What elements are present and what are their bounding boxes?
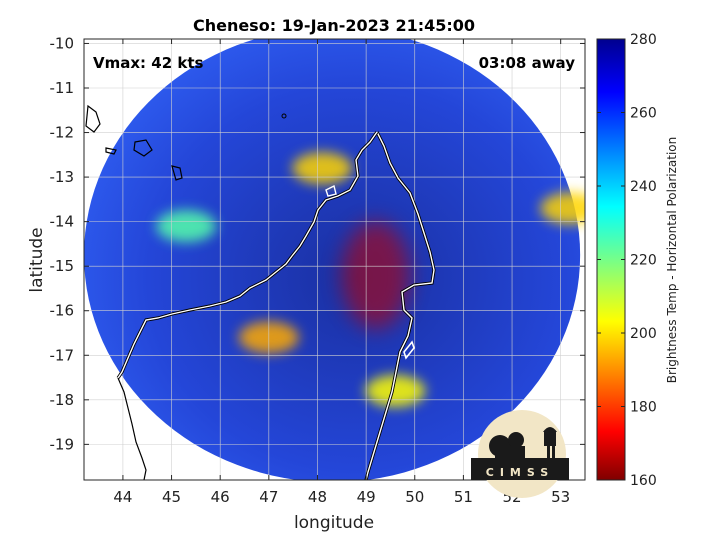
y-tick-label: -17 xyxy=(50,346,75,364)
plot-frame xyxy=(83,38,586,481)
y-tick-label: -19 xyxy=(50,435,75,453)
cimss-logo: CIMSS xyxy=(471,410,569,498)
plot-area: 44 45 46 47 48 49 50 51 52 53-10-11-12-13-14-15-1… xyxy=(50,34,586,506)
colorbar-tick-label: 220 xyxy=(630,253,657,269)
coastline-nosy-boraha xyxy=(403,340,415,360)
axis-ticks: 44 45 46 47 48 49 50 51 52 53-10-11-12-13-14-15-1… xyxy=(50,34,585,506)
feature-cell-1 xyxy=(292,152,353,185)
feature-cell-4 xyxy=(540,192,585,225)
y-tick-label: -12 xyxy=(50,124,75,142)
x-tick-label: 47 xyxy=(259,488,278,506)
y-tick-label: -11 xyxy=(50,79,75,97)
feature-cell-0 xyxy=(156,210,217,243)
colorbar-tick-label: 280 xyxy=(630,32,657,48)
colorbar-tick-label: 180 xyxy=(630,400,657,416)
coastline-madagascar-east xyxy=(365,131,435,480)
colorbar: 160 180 200 220 240 260 280 Brightness Temp - … xyxy=(596,32,679,489)
colorbar-tick-label: 160 xyxy=(630,473,657,489)
coastline-layer xyxy=(85,104,436,480)
coastline-mozambique xyxy=(117,377,147,480)
coastline-nosy-be xyxy=(325,184,337,197)
colorbar-ticks: 160 180 200 220 240 260 280 xyxy=(597,32,657,489)
y-tick-label: -16 xyxy=(50,302,75,320)
x-tick-label: 48 xyxy=(308,488,327,506)
coastline-comoros-3 xyxy=(105,147,117,155)
y-axis-label: latitude xyxy=(27,227,47,292)
x-tick-label: 51 xyxy=(454,488,473,506)
x-tick-label: 53 xyxy=(551,488,570,506)
coastline-comoros-1 xyxy=(85,104,101,133)
y-tick-label: -14 xyxy=(50,213,75,231)
y-tick-label: -18 xyxy=(50,391,75,409)
feature-cell-5 xyxy=(341,221,410,330)
colorbar-tick-label: 240 xyxy=(630,179,657,195)
coastline-islet xyxy=(281,113,287,119)
colorbar-label: Brightness Temp - Horizontal Polarizatio… xyxy=(665,137,679,384)
coastline-comoros-4 xyxy=(171,165,183,181)
coastline-madagascar-northwest-inner xyxy=(117,131,378,379)
grid-layer xyxy=(84,39,585,480)
x-tick-label: 45 xyxy=(162,488,181,506)
colorbar-tick-label: 200 xyxy=(630,326,657,342)
y-tick-label: -15 xyxy=(50,257,75,275)
coastline-comoros-2 xyxy=(133,139,153,157)
time-offset-label: 03:08 away xyxy=(479,54,576,72)
chart-title: Cheneso: 19-Jan-2023 21:45:00 xyxy=(193,16,475,35)
x-axis-label: longitude xyxy=(294,513,374,533)
colorbar-tick-label: 260 xyxy=(630,106,657,122)
colorbar-gradient xyxy=(597,39,625,480)
feature-cell-3 xyxy=(365,374,426,407)
x-tick-label: 50 xyxy=(405,488,424,506)
vmax-label: Vmax: 42 kts xyxy=(93,54,203,72)
x-tick-label: 49 xyxy=(357,488,376,506)
y-tick-label: -13 xyxy=(50,168,75,186)
x-tick-label: 44 xyxy=(113,488,132,506)
x-tick-label: 46 xyxy=(211,488,230,506)
swath-layer xyxy=(84,39,585,480)
logo-text: CIMSS xyxy=(486,466,554,479)
swath-disk xyxy=(84,39,581,480)
y-tick-label: -10 xyxy=(50,34,75,52)
